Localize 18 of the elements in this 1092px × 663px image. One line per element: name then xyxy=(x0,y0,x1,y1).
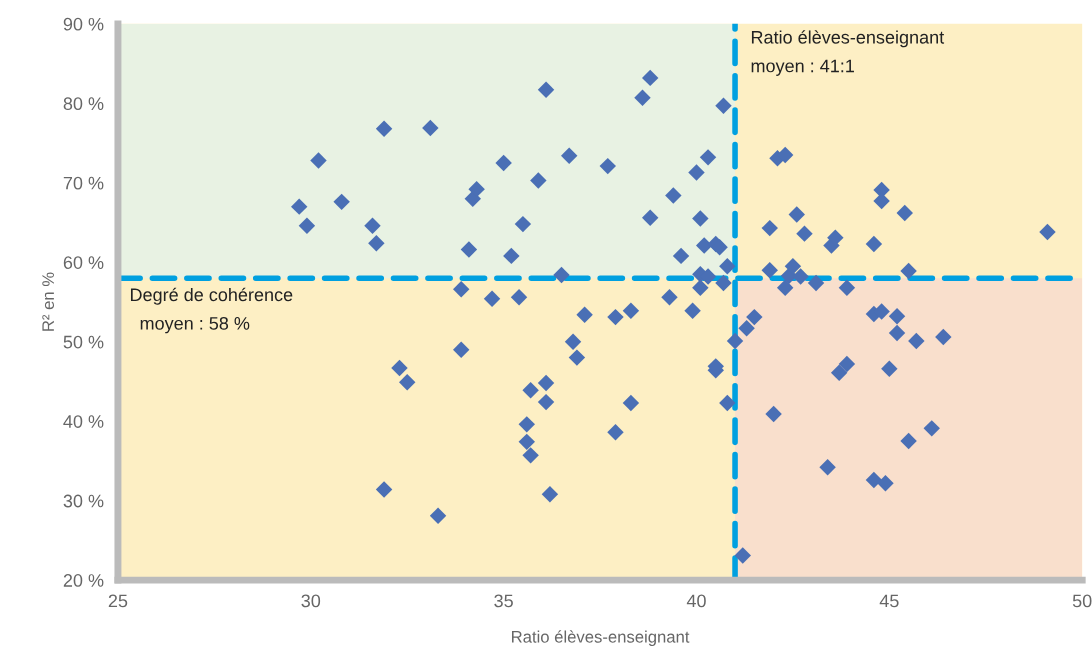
x-tick-label: 35 xyxy=(494,594,513,608)
x-tick-label: 45 xyxy=(879,594,899,608)
y-tick-label: 50 % xyxy=(63,335,104,349)
y-tick-label: 80 % xyxy=(63,97,104,111)
ref-line-label: Degré de cohérence moyen : 58 % xyxy=(130,287,293,334)
x-tick-label: 50 xyxy=(1072,594,1092,608)
ref-line-label: Ratio élèves-enseignant moyen : 41:1 xyxy=(751,30,945,76)
y-axis-title: R² en % xyxy=(42,272,55,331)
x-axis-title: Ratio élèves-enseignant xyxy=(512,630,690,647)
y-tick-label: 20 % xyxy=(63,574,104,587)
y-tick-label: 60 % xyxy=(63,256,104,269)
y-tick-label: 70 % xyxy=(63,176,104,190)
x-tick-label: 25 xyxy=(108,594,128,608)
y-tick-label: 30 % xyxy=(63,494,104,508)
y-tick-label: 90 % xyxy=(63,17,104,31)
x-tick-label: 30 xyxy=(301,594,321,608)
y-tick-label: 40 % xyxy=(63,415,104,428)
x-tick-label: 40 xyxy=(686,594,706,608)
